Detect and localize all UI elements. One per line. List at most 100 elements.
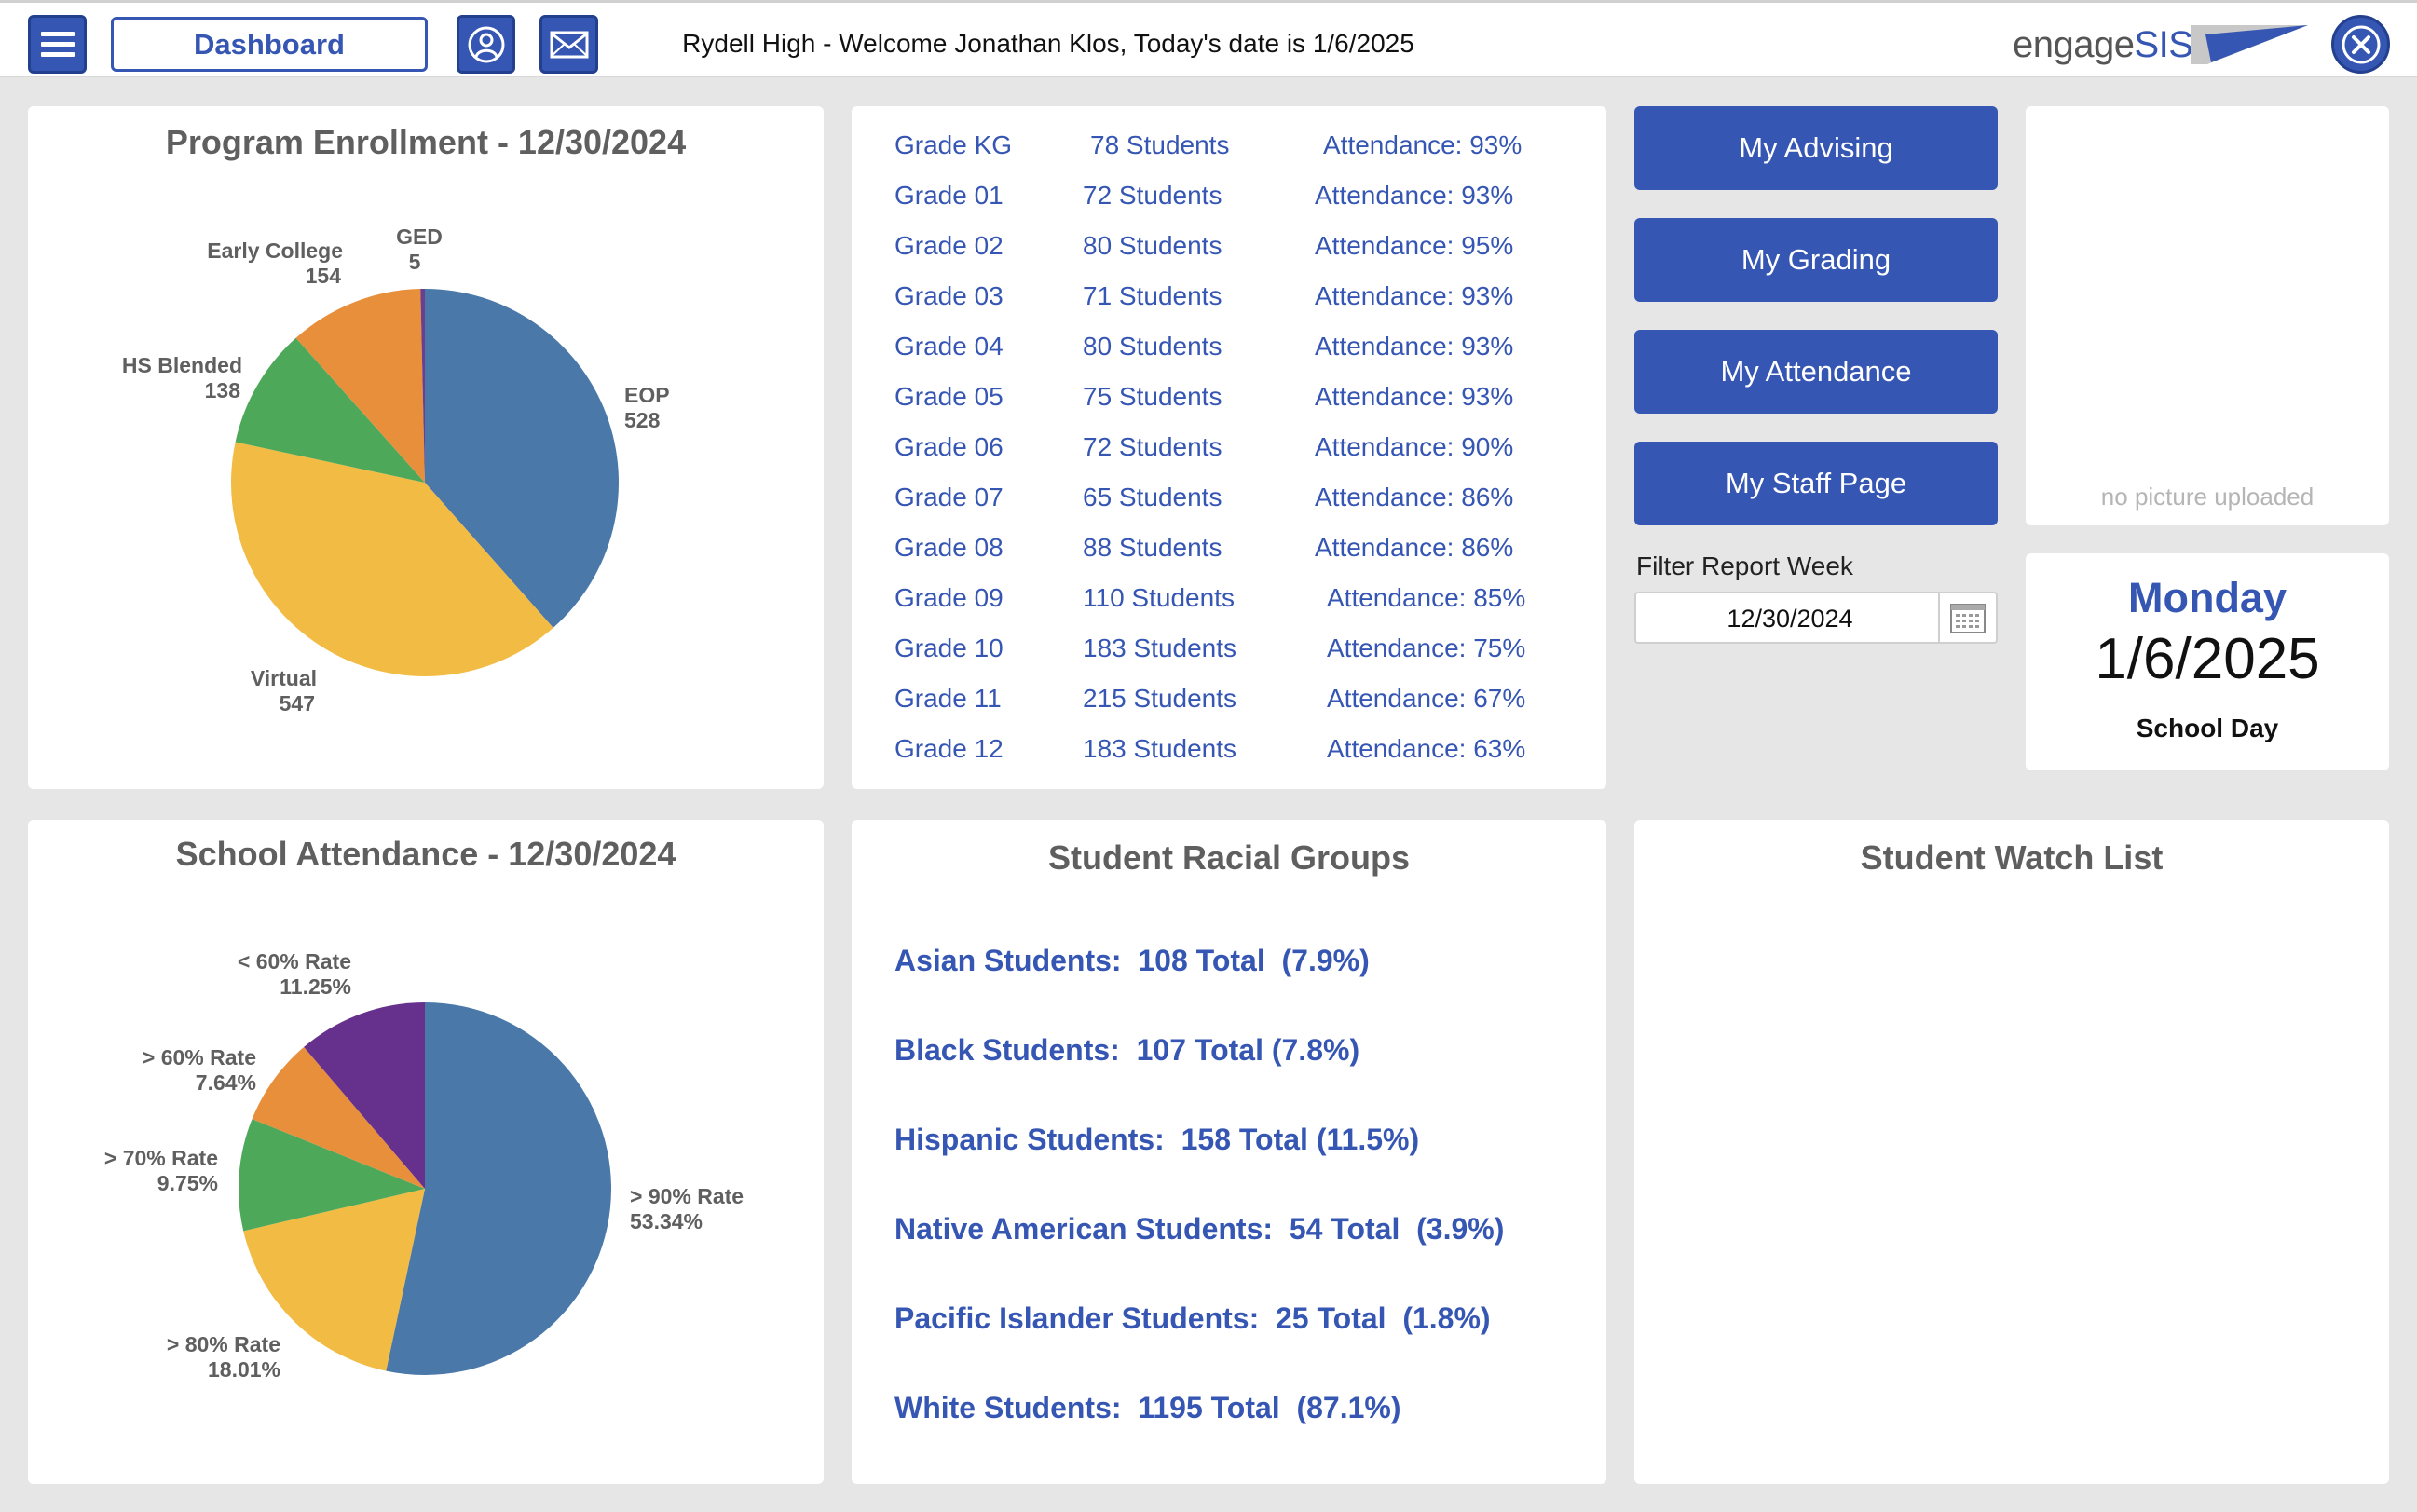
grade-row: Grade 10 183 Students Attendance: 75% xyxy=(852,633,1606,684)
grade-name: Grade 07 xyxy=(894,483,1004,511)
pie-label-value: 11.25% xyxy=(280,974,351,999)
mail-icon xyxy=(550,31,588,58)
racial-group-row: Black Students: 107 Total (7.8%) xyxy=(894,1033,1360,1067)
grade-name: Grade 04 xyxy=(894,332,1004,361)
grade-student-count: 80 Students xyxy=(1083,332,1222,361)
grade-row: Grade 01 72 Students Attendance: 93% xyxy=(852,181,1606,231)
school-attendance-panel: School Attendance - 12/30/2024 > 90% Rat… xyxy=(28,820,824,1484)
pie-label-category: Early College xyxy=(207,238,343,263)
grade-name: Grade KG xyxy=(894,130,1013,159)
grade-student-count: 88 Students xyxy=(1083,533,1222,562)
grade-row: Grade 12 183 Students Attendance: 63% xyxy=(852,734,1606,784)
grade-attendance-rate: Attendance: 67% xyxy=(1327,684,1526,713)
pie-label-value: 53.34% xyxy=(630,1209,703,1233)
filter-report-week-input[interactable]: 12/30/2024 xyxy=(1634,592,1998,644)
pie-label-category: HS Blended xyxy=(122,353,242,377)
pie-label-category: > 80% Rate xyxy=(167,1332,280,1356)
no-picture-text: no picture uploaded xyxy=(2100,483,2315,511)
profile-picture-panel: no picture uploaded xyxy=(2026,106,2389,525)
grade-student-count: 215 Students xyxy=(1083,684,1237,713)
program-enrollment-title: Program Enrollment - 12/30/2024 xyxy=(165,123,687,161)
school-attendance-title: School Attendance - 12/30/2024 xyxy=(175,835,676,873)
filter-report-week-value[interactable]: 12/30/2024 xyxy=(1727,605,1853,633)
mail-button[interactable] xyxy=(539,15,598,74)
grade-attendance-rate: Attendance: 93% xyxy=(1315,181,1514,210)
pie-slice-eop xyxy=(425,289,620,628)
pie-label-value: 138 xyxy=(205,378,241,402)
grade-summary-panel: Grade KG 78 Students Attendance: 93% Grade … xyxy=(852,106,1606,789)
grade-row: Grade 08 88 Students Attendance: 86% xyxy=(852,533,1606,583)
racial-groups-panel: Student Racial Groups xyxy=(852,820,1606,1484)
pie-label-value: 547 xyxy=(280,691,315,715)
pie-label-category: Virtual xyxy=(251,666,317,690)
racial-group-row: White Students: 1195 Total (87.1%) xyxy=(894,1391,1401,1424)
pie-label-category: > 60% Rate xyxy=(143,1045,256,1069)
grade-attendance-rate: Attendance: 90% xyxy=(1315,432,1514,461)
pie-slice-early-college xyxy=(295,289,425,483)
grade-attendance-rate: Attendance: 85% xyxy=(1327,583,1526,612)
grade-attendance-rate: Attendance: 95% xyxy=(1315,231,1514,260)
pie-label-value: 9.75% xyxy=(157,1171,218,1195)
pie-slice-60-rate xyxy=(252,1046,425,1189)
grade-name: Grade 06 xyxy=(894,432,1004,461)
close-button[interactable] xyxy=(2331,15,2390,74)
grade-attendance-rate: Attendance: 93% xyxy=(1315,281,1514,310)
grade-student-count: 183 Students xyxy=(1083,734,1237,763)
profile-button[interactable] xyxy=(457,15,515,74)
grade-student-count: 71 Students xyxy=(1083,281,1222,310)
grade-row: Grade 05 75 Students Attendance: 93% xyxy=(852,382,1606,432)
close-icon xyxy=(2342,25,2380,63)
grade-row: Grade 04 80 Students Attendance: 93% xyxy=(852,332,1606,382)
racial-group-row: Pacific Islander Students: 25 Total (1.8… xyxy=(894,1301,1491,1335)
racial-group-row: Hispanic Students: 158 Total (11.5%) xyxy=(894,1123,1420,1156)
grade-name: Grade 10 xyxy=(894,633,1004,662)
pie-label-category: GED xyxy=(396,225,443,249)
logo-swoosh-icon xyxy=(2191,25,2309,64)
watch-list-panel: Student Watch List xyxy=(1634,820,2389,1484)
pie-slice-70-rate xyxy=(239,1119,425,1232)
pie-slice-ged xyxy=(420,289,425,483)
pie-label-value: 18.01% xyxy=(208,1357,280,1382)
my-advising-button[interactable]: My Advising xyxy=(1634,106,1998,190)
hamburger-icon xyxy=(40,31,75,57)
grade-attendance-rate: Attendance: 75% xyxy=(1327,633,1526,662)
grade-row: Grade 06 72 Students Attendance: 90% xyxy=(852,432,1606,483)
engagesis-logo: engageSIS xyxy=(2013,16,2329,74)
grade-name: Grade 11 xyxy=(894,684,1002,713)
grade-student-count: 65 Students xyxy=(1083,483,1222,511)
menu-button[interactable] xyxy=(28,15,87,74)
pie-label-value: 7.64% xyxy=(196,1070,256,1095)
racial-groups-title: Student Racial Groups xyxy=(1047,838,1411,877)
pie-slice-60-rate xyxy=(304,1002,425,1189)
grade-row: Grade 03 71 Students Attendance: 93% xyxy=(852,281,1606,332)
grade-attendance-rate: Attendance: 93% xyxy=(1323,130,1523,159)
welcome-message: Rydell High - Welcome Jonathan Klos, Tod… xyxy=(682,29,1414,58)
my-staff-page-button[interactable]: My Staff Page xyxy=(1634,442,1998,525)
grade-attendance-rate: Attendance: 63% xyxy=(1327,734,1526,763)
calendar-icon xyxy=(1950,604,1986,633)
grade-name: Grade 05 xyxy=(894,382,1004,411)
pie-label-value: 5 xyxy=(409,250,421,274)
grade-student-count: 80 Students xyxy=(1083,231,1222,260)
my-grading-button[interactable]: My Grading xyxy=(1634,218,1998,302)
pie-label-category: EOP xyxy=(624,383,670,407)
today-weekday: Monday xyxy=(2127,574,2287,621)
grade-name: Grade 08 xyxy=(894,533,1004,562)
pie-slice-80-rate xyxy=(243,1189,425,1371)
dashboard-button[interactable]: Dashboard xyxy=(111,17,428,72)
pie-label-value: 528 xyxy=(624,408,661,432)
my-attendance-button[interactable]: My Attendance xyxy=(1634,330,1998,414)
top-bar: Dashboard Rydell High - Welcome Jonathan… xyxy=(0,0,2417,77)
today-date: 1/6/2025 xyxy=(2095,627,2320,691)
grade-attendance-rate: Attendance: 93% xyxy=(1315,332,1514,361)
grade-attendance-rate: Attendance: 86% xyxy=(1315,533,1514,562)
grade-student-count: 78 Students xyxy=(1090,130,1230,159)
filter-report-week-label: Filter Report Week xyxy=(1636,552,1853,580)
calendar-button[interactable] xyxy=(1938,593,1996,642)
pie-label-category: > 90% Rate xyxy=(630,1184,744,1208)
grade-student-count: 110 Students xyxy=(1083,583,1235,612)
today-status: School Day xyxy=(2136,714,2279,742)
grade-row: Grade 09 110 Students Attendance: 85% xyxy=(852,583,1606,633)
grade-row: Grade KG 78 Students Attendance: 93% xyxy=(852,130,1606,181)
